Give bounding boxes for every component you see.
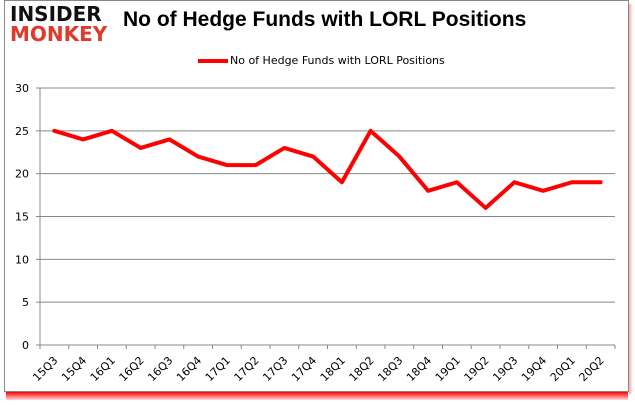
series-line <box>52 128 603 210</box>
x-tick-label: 18Q2 <box>347 354 377 384</box>
x-tick-label: 17Q2 <box>232 354 262 384</box>
y-tick-label: 0 <box>22 339 29 352</box>
x-tick-label: 15Q3 <box>30 354 60 384</box>
y-tick-label: 15 <box>15 211 29 224</box>
frame-shadow-right <box>629 4 633 394</box>
x-tick-label: 17Q3 <box>260 354 290 384</box>
insider-monkey-logo: INSIDER MONKEY <box>10 4 107 44</box>
x-tick-label: 19Q4 <box>519 354 549 384</box>
y-tick-label: 30 <box>15 82 29 95</box>
x-tick-label: 18Q4 <box>404 354 434 384</box>
x-tick-label: 16Q4 <box>174 354 204 384</box>
logo-line-1: INSIDER <box>10 2 102 26</box>
x-tick-label: 16Q1 <box>88 354 118 384</box>
x-tick-label: 19Q2 <box>462 354 492 384</box>
y-tick-label: 20 <box>15 168 29 181</box>
x-tick-label: 16Q3 <box>145 354 175 384</box>
legend: No of Hedge Funds with LORL Positions <box>198 54 445 67</box>
x-tick-label: 15Q4 <box>59 354 89 384</box>
logo-line-2: MONKEY <box>10 22 108 46</box>
chart-title: No of Hedge Funds with LORL Positions <box>123 8 527 31</box>
y-tick-label: 25 <box>15 125 29 138</box>
x-tick-label: 20Q2 <box>577 354 607 384</box>
chart-frame <box>4 0 629 392</box>
legend-swatch <box>198 58 228 63</box>
x-tick-label: 20Q1 <box>548 354 578 384</box>
x-tick-label: 17Q1 <box>203 354 233 384</box>
frame-shadow <box>6 392 628 400</box>
x-tick-label: 19Q1 <box>433 354 463 384</box>
x-tick-label: 19Q3 <box>490 354 520 384</box>
y-tick-label: 5 <box>22 296 29 309</box>
x-tick-label: 18Q1 <box>318 354 348 384</box>
x-tick-label: 17Q4 <box>289 354 319 384</box>
legend-label: No of Hedge Funds with LORL Positions <box>230 54 445 67</box>
x-tick-label: 18Q3 <box>375 354 405 384</box>
x-tick-label: 16Q2 <box>117 354 147 384</box>
y-tick-label: 10 <box>15 253 29 266</box>
